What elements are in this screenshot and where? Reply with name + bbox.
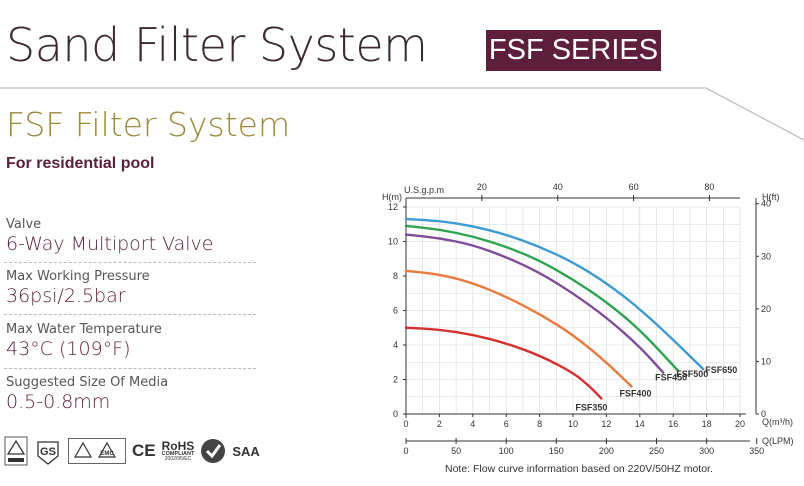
spec-divider <box>4 368 256 369</box>
chart-note: Note: Flow curve information based on 22… <box>445 463 713 475</box>
saa-check-icon <box>201 439 226 463</box>
ft-tick-label: 40 <box>761 199 771 209</box>
rohs-code: 2002/95/EC <box>164 456 192 463</box>
lpm-tick-label: 250 <box>649 446 664 456</box>
gs-mark-icon: GS <box>37 441 59 465</box>
lpm-tick-label: 100 <box>499 446 514 456</box>
x-tick-label: 14 <box>635 419 645 429</box>
product-caption: For residential pool <box>6 155 155 172</box>
x-axis-label: Q(m³/h) <box>762 417 793 427</box>
spec-valve: Valve 6-Way Multiport Valve <box>6 217 256 255</box>
lpm-tick-label: 300 <box>699 446 714 456</box>
pump-curve-chart: 0 2 4 6 8 10 12 14 16 18 20 Q(m³/h)0 50 100 150 200 250 3… <box>382 182 794 456</box>
gpm-tick-label: 20 <box>477 182 487 192</box>
emc-label: EMC <box>100 451 114 457</box>
gpm-tick-label: 40 <box>553 182 563 192</box>
series-line-fsf400 <box>404 269 633 388</box>
lpm-axis-label: Q(LPM) <box>762 436 794 446</box>
series-line-fsf650 <box>404 217 705 371</box>
rohs-title: RoHS <box>161 438 195 453</box>
spec-value: 43°C (109°F) <box>6 338 131 360</box>
ft-tick-label: 10 <box>761 356 771 366</box>
ft-tick-label: 30 <box>761 251 771 261</box>
rohs-sub: COMPLIANT <box>161 450 195 457</box>
product-title: FSF Filter System <box>6 105 291 144</box>
spec-label: Valve <box>6 217 42 232</box>
ft-tick-label: 20 <box>761 304 771 314</box>
x-tick-label: 18 <box>702 419 712 429</box>
spec-divider <box>4 314 256 315</box>
spec-max-temperature: Max Water Temperature 43°C (109°F) <box>6 322 256 360</box>
series-label-fsf350: FSF350 <box>575 402 607 412</box>
warning-triangle-icon <box>4 436 28 466</box>
spec-label: Max Water Temperature <box>6 322 162 337</box>
spec-label: Max Working Pressure <box>6 269 150 284</box>
series-line-fsf350 <box>404 326 603 400</box>
emc-icon: EMC <box>73 441 117 458</box>
y-tick-label: 0 <box>393 409 398 419</box>
x-tick-label: 10 <box>568 419 578 429</box>
ft-axis-label: H(ft) <box>762 192 780 202</box>
lpm-tick-label: 150 <box>549 446 564 456</box>
x-tick-label: 4 <box>470 419 475 429</box>
series-line-fsf450 <box>404 233 665 374</box>
spec-divider <box>4 262 256 263</box>
lpm-tick-label: 50 <box>451 446 461 456</box>
lpm-tick-label: 0 <box>403 446 408 456</box>
y-axis-label: H(m) <box>382 192 402 202</box>
emc-box: EMC <box>68 438 126 464</box>
y-tick-label: 4 <box>393 340 398 350</box>
lpm-tick-label: 200 <box>599 446 614 456</box>
series-line-fsf500 <box>404 224 680 373</box>
series-label-fsf650: FSF650 <box>705 365 737 375</box>
series-label-fsf500: FSF500 <box>676 369 708 379</box>
gpm-tick-label: 60 <box>629 182 639 192</box>
gs-mark-label: GS <box>40 446 56 458</box>
rohs-mark: RoHS COMPLIANT 2002/95/EC <box>162 440 195 463</box>
y-tick-label: 6 <box>393 306 398 316</box>
gpm-axis-label: U.S.g.p.m <box>404 185 444 195</box>
x-tick-label: 12 <box>601 419 611 429</box>
x-tick-label: 0 <box>403 419 408 429</box>
certification-logos: GS EMC CE RoHS COMPLIANT 2002/95/EC SAA <box>4 434 260 468</box>
spec-value: 0.5-0.8mm <box>6 391 111 413</box>
y-tick-label: 12 <box>388 202 398 212</box>
spec-value: 36psi/2.5bar <box>6 285 126 307</box>
series-badge: FSF SERIES <box>486 30 661 71</box>
spec-value: 6-Way Multiport Valve <box>6 233 214 255</box>
ft-tick-label: 0 <box>761 409 766 419</box>
lpm-tick-label: 350 <box>749 446 764 456</box>
spec-media-size: Suggested Size Of Media 0.5-0.8mm <box>6 375 256 413</box>
x-tick-label: 20 <box>735 419 745 429</box>
page-title: Sand Filter System <box>6 18 428 72</box>
y-tick-label: 8 <box>393 271 398 281</box>
gpm-tick-label: 80 <box>704 182 714 192</box>
series-label-fsf450: FSF450 <box>655 373 687 383</box>
x-tick-label: 6 <box>504 419 509 429</box>
spec-max-pressure: Max Working Pressure 36psi/2.5bar <box>6 269 256 307</box>
ce-mark: CE <box>132 441 156 460</box>
x-tick-label: 8 <box>537 419 542 429</box>
series-label-fsf400: FSF400 <box>619 388 651 398</box>
x-tick-label: 2 <box>437 419 442 429</box>
x-tick-label: 16 <box>668 419 678 429</box>
y-tick-label: 2 <box>393 375 398 385</box>
spec-label: Suggested Size Of Media <box>6 375 169 390</box>
saa-mark: SAA <box>232 443 260 459</box>
y-tick-label: 10 <box>388 237 398 247</box>
